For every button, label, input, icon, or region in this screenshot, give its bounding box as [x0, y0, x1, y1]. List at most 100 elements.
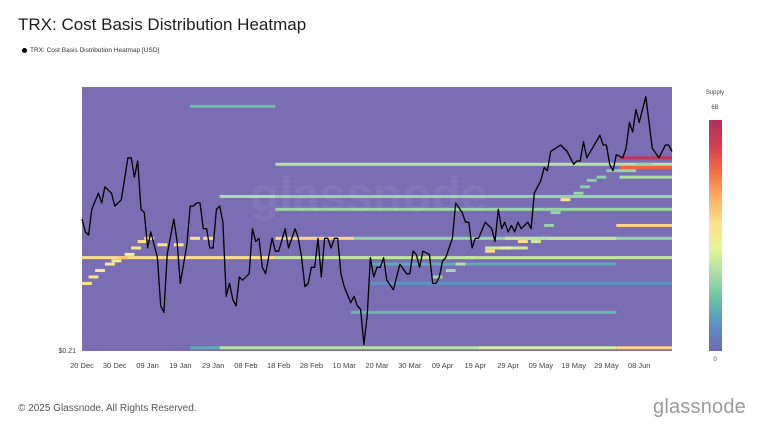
colorbar-min-label: 0 [713, 357, 717, 363]
heatmap-band [616, 346, 672, 350]
heatmap-band [619, 175, 672, 179]
heatmap-band [504, 236, 617, 240]
faint-row [82, 301, 672, 302]
faint-row [82, 141, 672, 142]
x-tick-label: 08 Feb [234, 361, 257, 370]
faint-row [82, 106, 672, 107]
heatmap-band [219, 194, 276, 198]
heatmap-step [626, 169, 636, 173]
heatmap-step [580, 185, 591, 189]
heatmap-step [88, 275, 99, 279]
heatmap-step [531, 240, 541, 244]
heatmap-step [465, 256, 476, 260]
watermark: glassnode [250, 169, 488, 222]
plot-background [82, 87, 672, 351]
faint-row [82, 181, 672, 182]
faint-row [82, 276, 672, 277]
faint-row [82, 156, 672, 157]
faint-row [82, 186, 672, 187]
heatmap-step [567, 194, 577, 198]
faint-row [82, 126, 672, 127]
heatmap-step [190, 236, 200, 240]
faint-row [82, 101, 672, 102]
x-tick-label: 09 Apr [432, 361, 454, 370]
heatmap-step [455, 262, 466, 266]
faint-row [82, 306, 672, 307]
cost-basis-bands [82, 104, 672, 350]
faint-row [82, 216, 672, 217]
heatmap-band [350, 310, 617, 314]
y-tick-label: $0.21 [58, 348, 76, 355]
x-tick-label: 08 Jun [628, 361, 651, 370]
faint-row [82, 241, 672, 242]
faint-row [82, 176, 672, 177]
x-tick-label: 19 Apr [464, 361, 486, 370]
heatmap-step [111, 259, 122, 263]
heatmap-step [642, 162, 653, 166]
heatmap-band [275, 207, 672, 211]
heatmap-step [157, 243, 168, 247]
heatmap-step [596, 175, 607, 179]
heatmap-band [370, 262, 617, 266]
heatmap-step [445, 269, 456, 273]
faint-row [82, 131, 672, 132]
faint-row [82, 121, 672, 122]
legend-marker-icon [22, 48, 27, 53]
colorbar-max-label: 6B [711, 105, 719, 111]
heatmap-step [95, 269, 105, 273]
chart-title: TRX: Cost Basis Distribution Heatmap [18, 15, 307, 34]
heatmap-band [275, 194, 672, 198]
faint-row [82, 336, 672, 337]
price-line [81, 96, 673, 346]
heatmap-step [173, 243, 184, 247]
cost-basis-steps [82, 162, 653, 285]
faint-row [82, 266, 672, 267]
heatmap-step [82, 281, 92, 285]
faint-row [82, 206, 672, 207]
heatmap-step [544, 223, 554, 227]
heatmap-step [517, 240, 528, 244]
faint-row [82, 321, 672, 322]
faint-row [82, 161, 672, 162]
faint-row [82, 281, 672, 282]
heatmap-step [550, 211, 561, 215]
x-tick-label: 18 Feb [267, 361, 290, 370]
heatmap-step [124, 252, 135, 256]
heatmap-step [104, 262, 115, 266]
heatmap-step [635, 162, 646, 166]
faint-row [82, 201, 672, 202]
glassnode-logo: glassnode [653, 396, 746, 418]
heatmap-step [616, 169, 627, 173]
faint-row [82, 296, 672, 297]
heatmap-band [619, 165, 672, 169]
heatmap-band [275, 236, 355, 240]
faint-row [82, 251, 672, 252]
faint-row [82, 316, 672, 317]
colorbar [709, 120, 722, 351]
x-axis: 20 Dec 30 Dec 09 Jan 19 Jan 29 Jan 08 Feb 18 F… [70, 361, 650, 370]
heatmap-band [616, 223, 672, 227]
heatmap-band [370, 281, 672, 285]
heatmap-step [131, 246, 141, 250]
legend[interactable]: TRX: Cost Basis Distribution Heatmap [US… [22, 47, 159, 54]
faint-row [82, 116, 672, 117]
x-tick-label: 29 Apr [497, 361, 519, 370]
x-tick-label: 20 Mar [365, 361, 389, 370]
faint-row [82, 171, 672, 172]
faint-row [82, 191, 672, 192]
x-tick-label: 20 Dec [70, 361, 94, 370]
heatmap-step [560, 198, 571, 202]
heatmap-band [275, 162, 672, 166]
x-tick-label: 28 Feb [300, 361, 323, 370]
faint-row [82, 136, 672, 137]
x-tick-label: 29 May [594, 361, 619, 370]
x-tick-label: 19 Jan [169, 361, 192, 370]
faint-row [82, 221, 672, 222]
faint-row [82, 151, 672, 152]
faint-row [82, 291, 672, 292]
x-tick-label: 09 May [529, 361, 554, 370]
heatmap-step [501, 246, 512, 250]
heatmap-step [118, 256, 128, 260]
heatmap-step [573, 191, 584, 195]
